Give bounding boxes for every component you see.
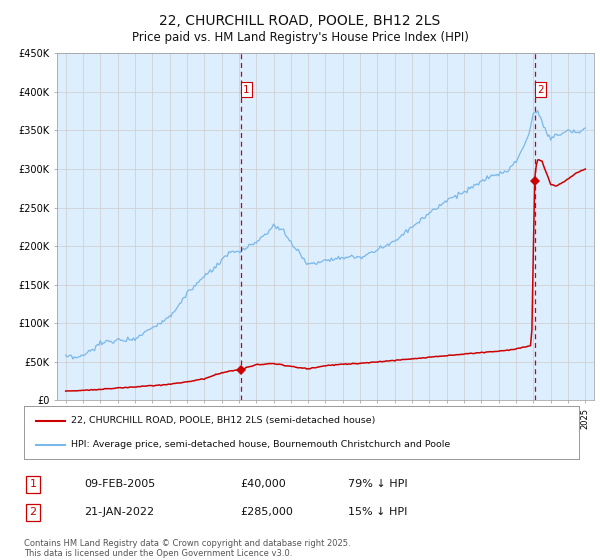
Text: 1: 1 — [29, 479, 37, 489]
Text: Price paid vs. HM Land Registry's House Price Index (HPI): Price paid vs. HM Land Registry's House … — [131, 31, 469, 44]
Text: 2: 2 — [29, 507, 37, 517]
Text: 2: 2 — [537, 85, 544, 95]
Text: £285,000: £285,000 — [240, 507, 293, 517]
Text: HPI: Average price, semi-detached house, Bournemouth Christchurch and Poole: HPI: Average price, semi-detached house,… — [71, 440, 451, 449]
Text: £40,000: £40,000 — [240, 479, 286, 489]
Text: 15% ↓ HPI: 15% ↓ HPI — [348, 507, 407, 517]
Text: 22, CHURCHILL ROAD, POOLE, BH12 2LS (semi-detached house): 22, CHURCHILL ROAD, POOLE, BH12 2LS (sem… — [71, 417, 376, 426]
Text: 09-FEB-2005: 09-FEB-2005 — [84, 479, 155, 489]
Text: 79% ↓ HPI: 79% ↓ HPI — [348, 479, 407, 489]
Text: 1: 1 — [243, 85, 250, 95]
Text: Contains HM Land Registry data © Crown copyright and database right 2025.
This d: Contains HM Land Registry data © Crown c… — [24, 539, 350, 558]
Text: 21-JAN-2022: 21-JAN-2022 — [84, 507, 154, 517]
Text: 22, CHURCHILL ROAD, POOLE, BH12 2LS: 22, CHURCHILL ROAD, POOLE, BH12 2LS — [160, 14, 440, 28]
